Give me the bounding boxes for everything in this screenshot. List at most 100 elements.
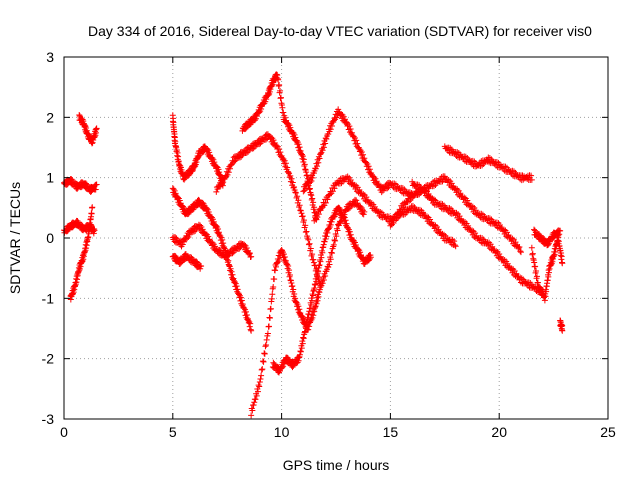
data-point (336, 205, 343, 212)
data-point (270, 359, 277, 366)
data-series (169, 185, 255, 334)
data-point (261, 350, 268, 357)
data-point (528, 172, 535, 179)
data-point (543, 288, 550, 295)
data-point (559, 322, 566, 329)
data-point (263, 342, 270, 349)
data-point (228, 268, 235, 275)
data-point (332, 237, 339, 244)
data-point (290, 286, 297, 293)
data-point (250, 145, 257, 152)
data-point (251, 399, 258, 406)
data-point (313, 300, 320, 307)
data-point (302, 229, 309, 236)
data-point (299, 213, 306, 220)
data-point (74, 276, 81, 283)
x-tick-label: 20 (491, 424, 507, 440)
data-point (250, 402, 257, 409)
data-point (327, 256, 334, 263)
data-point (517, 248, 524, 255)
data-point (465, 222, 472, 229)
data-point (328, 122, 335, 129)
data-point (354, 140, 361, 147)
data-point (356, 145, 363, 152)
data-point (420, 209, 427, 216)
data-point (173, 146, 180, 153)
data-point (334, 227, 341, 234)
data-point (317, 150, 324, 157)
data-point (280, 251, 287, 258)
data-point (353, 137, 360, 144)
data-point (319, 147, 326, 154)
data-point (365, 163, 372, 170)
data-point (330, 117, 337, 124)
data-point (300, 156, 307, 163)
data-point (559, 327, 566, 334)
y-tick-label: -3 (42, 411, 55, 427)
x-tick-label: 0 (60, 424, 68, 440)
data-point (285, 263, 292, 270)
data-series (531, 226, 564, 249)
data-point (225, 169, 232, 176)
data-point (557, 227, 564, 234)
data-point (299, 153, 306, 160)
data-point (275, 76, 282, 83)
data-point (289, 282, 296, 289)
data-point (517, 249, 524, 256)
data-point (91, 227, 98, 234)
y-tick-label: 0 (46, 230, 54, 246)
data-point (88, 210, 95, 217)
data-point (559, 260, 566, 267)
data-point (233, 283, 240, 290)
data-point (308, 301, 315, 308)
data-point (188, 254, 195, 261)
data-point (328, 249, 335, 256)
data-point (280, 109, 287, 116)
data-point (360, 151, 367, 158)
data-point (213, 188, 220, 195)
data-point (272, 267, 279, 274)
data-point (243, 245, 250, 252)
data-point (314, 163, 321, 170)
data-point (255, 382, 262, 389)
data-point (249, 407, 256, 414)
data-point (303, 321, 310, 328)
data-point (300, 217, 307, 224)
data-point (343, 119, 350, 126)
data-point (85, 234, 92, 241)
data-point (304, 316, 311, 323)
data-point (237, 294, 244, 301)
data-point (356, 186, 363, 193)
data-point (212, 243, 219, 250)
data-point (315, 159, 322, 166)
data-point (425, 191, 432, 198)
data-point (85, 230, 92, 237)
data-point (328, 250, 335, 257)
data-point (325, 264, 332, 271)
data-point (247, 320, 254, 327)
data-point (252, 396, 259, 403)
data-point (180, 203, 187, 210)
data-point (340, 113, 347, 120)
data-point (86, 226, 93, 233)
data-point (262, 343, 269, 350)
data-point (392, 217, 399, 224)
data-point (243, 308, 250, 315)
data-point (204, 146, 211, 153)
data-point (226, 165, 233, 172)
data-point (285, 169, 292, 176)
data-point (292, 189, 299, 196)
data-series (67, 204, 96, 303)
data-point (252, 117, 259, 124)
data-point (179, 241, 186, 248)
data-point (270, 137, 277, 144)
data-point (286, 272, 293, 279)
x-tick-label: 10 (274, 424, 290, 440)
data-series (169, 112, 226, 189)
x-axis-label: GPS time / hours (283, 457, 390, 473)
data-point (175, 153, 182, 160)
data-point (322, 236, 329, 243)
data-point (357, 203, 364, 210)
data-point (306, 240, 313, 247)
